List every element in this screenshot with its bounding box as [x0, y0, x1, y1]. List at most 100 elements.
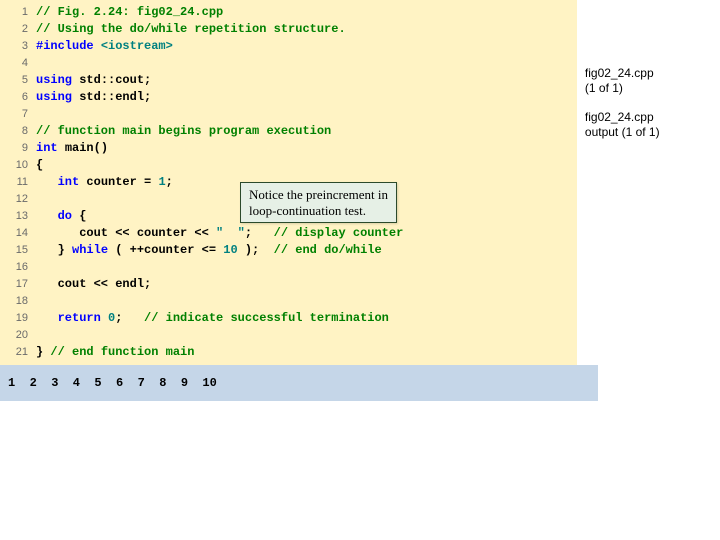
code-token — [36, 175, 58, 189]
line-number: 3 — [0, 38, 36, 55]
code-token: ; — [115, 311, 144, 325]
code-token: using — [36, 90, 79, 104]
line-number: 10 — [0, 157, 36, 174]
code-token: // Fig. 2.24: fig02_24.cpp — [36, 5, 223, 19]
output-panel: 1 2 3 4 5 6 7 8 9 10 — [0, 365, 598, 401]
code-token: ; — [245, 226, 274, 240]
line-number: 2 — [0, 21, 36, 38]
code-line: 4 — [0, 55, 577, 72]
code-text: do { — [36, 208, 86, 225]
code-token: int — [36, 141, 65, 155]
code-token: // indicate successful termination — [144, 311, 389, 325]
note1-line2: (1 of 1) — [585, 81, 623, 95]
line-number: 20 — [0, 327, 36, 344]
code-token — [36, 209, 58, 223]
line-number: 19 — [0, 310, 36, 327]
code-line: 3#include <iostream> — [0, 38, 577, 55]
code-token: std::cout; — [79, 73, 151, 87]
code-line: 10{ — [0, 157, 577, 174]
code-text: return 0; // indicate successful termina… — [36, 310, 389, 327]
code-text: using std::cout; — [36, 72, 151, 89]
code-line: 8// function main begins program executi… — [0, 123, 577, 140]
code-line: 21} // end function main — [0, 344, 577, 361]
code-text: cout << endl; — [36, 276, 151, 293]
line-number: 5 — [0, 72, 36, 89]
callout-box: Notice the preincrement in loop-continua… — [240, 182, 397, 223]
code-token: } — [36, 345, 50, 359]
code-token: } — [36, 243, 72, 257]
code-line: 5using std::cout; — [0, 72, 577, 89]
code-line: 9int main() — [0, 140, 577, 157]
line-number: 12 — [0, 191, 36, 208]
code-line: 17 cout << endl; — [0, 276, 577, 293]
code-token: <iostream> — [101, 39, 173, 53]
code-line: 6using std::endl; — [0, 89, 577, 106]
code-token: do — [58, 209, 72, 223]
code-text: // Using the do/while repetition structu… — [36, 21, 346, 38]
callout-line2: loop-continuation test. — [249, 203, 366, 218]
code-line: 15 } while ( ++counter <= 10 ); // end d… — [0, 242, 577, 259]
code-text: { — [36, 157, 43, 174]
code-line: 19 return 0; // indicate successful term… — [0, 310, 577, 327]
code-token: int — [58, 175, 87, 189]
code-token: main() — [65, 141, 108, 155]
code-token: ); — [238, 243, 274, 257]
line-number: 8 — [0, 123, 36, 140]
code-token: cout << counter << — [36, 226, 216, 240]
code-line: 20 — [0, 327, 577, 344]
code-text: using std::endl; — [36, 89, 151, 106]
note-filename: fig02_24.cpp (1 of 1) — [585, 66, 712, 96]
code-token: ( ++counter <= — [108, 243, 223, 257]
code-text: cout << counter << " "; // display count… — [36, 225, 403, 242]
code-token: { — [72, 209, 86, 223]
code-token: 1 — [158, 175, 165, 189]
note2-line1: fig02_24.cpp — [585, 110, 654, 124]
line-number: 7 — [0, 106, 36, 123]
note2-line2: output (1 of 1) — [585, 125, 660, 139]
code-text: } while ( ++counter <= 10 ); // end do/w… — [36, 242, 382, 259]
code-token: cout << endl; — [36, 277, 151, 291]
code-line: 2// Using the do/while repetition struct… — [0, 21, 577, 38]
code-text: int main() — [36, 140, 108, 157]
code-token: 10 — [223, 243, 237, 257]
code-line: 16 — [0, 259, 577, 276]
code-token: // end do/while — [274, 243, 382, 257]
code-token: counter = — [86, 175, 158, 189]
line-number: 1 — [0, 4, 36, 21]
code-token: // display counter — [274, 226, 404, 240]
code-token: " " — [216, 226, 245, 240]
code-token: // function main begins program executio… — [36, 124, 331, 138]
code-line: 14 cout << counter << " "; // display co… — [0, 225, 577, 242]
code-line: 1// Fig. 2.24: fig02_24.cpp — [0, 4, 577, 21]
code-token: return — [58, 311, 108, 325]
code-token: // end function main — [50, 345, 194, 359]
line-number: 16 — [0, 259, 36, 276]
code-token: using — [36, 73, 79, 87]
code-text: // Fig. 2.24: fig02_24.cpp — [36, 4, 223, 21]
line-number: 13 — [0, 208, 36, 225]
code-token: ; — [166, 175, 173, 189]
code-token: // Using the do/while repetition structu… — [36, 22, 346, 36]
page-wrapper: 1// Fig. 2.24: fig02_24.cpp2// Using the… — [0, 0, 720, 401]
code-text: #include <iostream> — [36, 38, 173, 55]
code-text: int counter = 1; — [36, 174, 173, 191]
code-token: while — [72, 243, 108, 257]
side-notes: fig02_24.cpp (1 of 1) fig02_24.cpp outpu… — [577, 0, 720, 365]
code-text: // function main begins program executio… — [36, 123, 331, 140]
line-number: 9 — [0, 140, 36, 157]
line-number: 15 — [0, 242, 36, 259]
code-text: } // end function main — [36, 344, 194, 361]
line-number: 11 — [0, 174, 36, 191]
line-number: 18 — [0, 293, 36, 310]
callout-line1: Notice the preincrement in — [249, 187, 388, 202]
line-number: 14 — [0, 225, 36, 242]
note-output: fig02_24.cpp output (1 of 1) — [585, 110, 712, 140]
line-number: 4 — [0, 55, 36, 72]
output-text: 1 2 3 4 5 6 7 8 9 10 — [8, 376, 217, 390]
code-token — [36, 311, 58, 325]
line-number: 21 — [0, 344, 36, 361]
line-number: 17 — [0, 276, 36, 293]
code-token: #include — [36, 39, 101, 53]
code-token: { — [36, 158, 43, 172]
line-number: 6 — [0, 89, 36, 106]
